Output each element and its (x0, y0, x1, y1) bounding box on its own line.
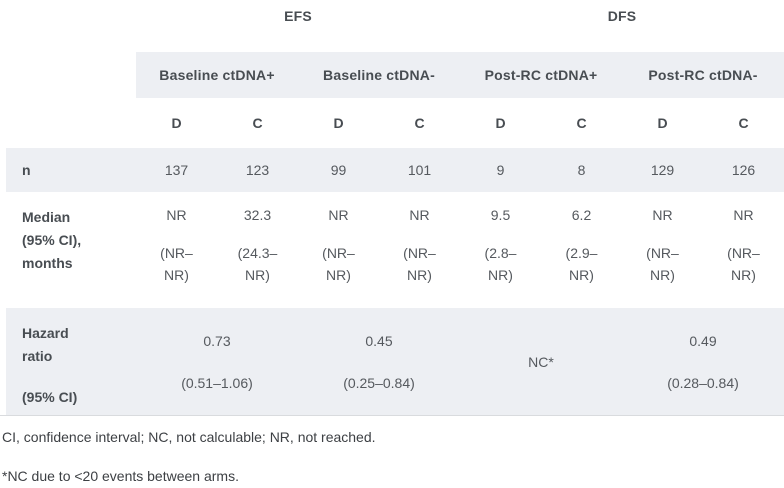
row-label-hazard-line: Hazard (22, 325, 69, 341)
median-ci: NR) (245, 267, 270, 283)
spacer-cell (6, 98, 136, 148)
row-label-median-line: Median (22, 209, 71, 225)
spacer-cell (6, 52, 136, 98)
subcolumn-d: D (495, 115, 506, 131)
median-value-cell: 6.2 (2.9– NR) (541, 192, 622, 308)
hazard-ratio-value: 0.45 (365, 332, 393, 349)
n-value-cell: 126 (703, 148, 784, 192)
median-ci: NR) (407, 267, 432, 283)
subcolumn-c: C (252, 115, 263, 131)
row-label-n: n (6, 148, 136, 192)
median-ci: NR) (650, 267, 675, 283)
ctdna-results-table: EFS DFS Baseline ctDNA+ Baseline ctDNA- … (6, 0, 784, 415)
row-label-hazard-ci: (95% CI) (22, 389, 78, 405)
subcolumn-d: D (171, 115, 182, 131)
median-value: NR (328, 207, 349, 223)
median-ci: NR) (569, 267, 594, 283)
n-value-cell: 129 (622, 148, 703, 192)
n-value-cell: 101 (379, 148, 460, 192)
hazard-ratio-value: NC* (528, 353, 554, 370)
median-value-cell: 32.3 (24.3– NR) (217, 192, 298, 308)
n-value-cell: 8 (541, 148, 622, 192)
column-group-baseline-ctdna-positive: Baseline ctDNA+ (136, 52, 298, 98)
median-ci: NR) (164, 267, 189, 283)
median-value: 6.2 (571, 207, 592, 223)
median-value-cell: NR (NR– NR) (622, 192, 703, 308)
column-group-post-rc-ctdna-negative: Post-RC ctDNA- (622, 52, 784, 98)
median-value: 9.5 (490, 207, 511, 223)
hazard-ratio-cell: NC* (460, 308, 622, 415)
median-value: NR (166, 207, 187, 223)
subcolumn-d: D (333, 115, 344, 131)
subcolumn-d: D (657, 115, 668, 131)
subcolumn-c: C (576, 115, 587, 131)
median-value-cell: NR (NR– NR) (298, 192, 379, 308)
subcolumn-c: C (414, 115, 425, 131)
median-ci: (NR– (160, 245, 193, 261)
hazard-ratio-cell: 0.73 (0.51–1.06) (136, 308, 298, 415)
row-label-median: Median (95% CI), months (6, 192, 136, 308)
hazard-ratio-ci: (0.51–1.06) (181, 374, 253, 391)
hazard-ratio-cell: 0.49 (0.28–0.84) (622, 308, 784, 415)
median-ci: (NR– (322, 245, 355, 261)
spacer-cell (6, 0, 136, 52)
hazard-ratio-value: 0.49 (689, 332, 717, 349)
median-ci: (2.8– (484, 245, 517, 261)
median-value-cell: NR (NR– NR) (136, 192, 217, 308)
median-ci: (NR– (403, 245, 436, 261)
row-label-median-line: months (22, 255, 73, 271)
n-value-cell: 9 (460, 148, 541, 192)
row-label-median-line: (95% CI), (22, 232, 82, 248)
median-value: 32.3 (243, 207, 272, 223)
hazard-ratio-cell: 0.45 (0.25–0.84) (298, 308, 460, 415)
median-ci: (2.9– (565, 245, 598, 261)
median-value: NR (652, 207, 673, 223)
column-group-dfs: DFS (607, 8, 637, 24)
median-value: NR (733, 207, 754, 223)
median-value: NR (409, 207, 430, 223)
median-ci: (24.3– (237, 245, 278, 261)
column-group-baseline-ctdna-negative: Baseline ctDNA- (298, 52, 460, 98)
n-value-cell: 137 (136, 148, 217, 192)
column-group-post-rc-ctdna-positive: Post-RC ctDNA+ (460, 52, 622, 98)
median-value-cell: 9.5 (2.8– NR) (460, 192, 541, 308)
column-group-efs: EFS (284, 8, 312, 24)
hazard-ratio-value: 0.73 (203, 332, 231, 349)
hazard-ratio-ci: (0.28–0.84) (667, 374, 739, 391)
row-label-hazard-line: ratio (22, 348, 53, 364)
footnote-abbreviations: CI, confidence interval; NC, not calcula… (2, 429, 376, 445)
footnotes-section: CI, confidence interval; NC, not calcula… (0, 415, 784, 484)
median-value-cell: NR (NR– NR) (703, 192, 784, 308)
median-ci: NR) (731, 267, 756, 283)
n-value-cell: 99 (298, 148, 379, 192)
median-ci: (NR– (727, 245, 760, 261)
footnote-nc-explanation: *NC due to <20 events between arms. (2, 468, 239, 484)
median-ci: NR) (326, 267, 351, 283)
row-label-hazard-ratio: Hazard ratio (95% CI) (6, 308, 136, 415)
median-value-cell: NR (NR– NR) (379, 192, 460, 308)
median-ci: (NR– (646, 245, 679, 261)
subcolumn-c: C (738, 115, 749, 131)
median-ci: NR) (488, 267, 513, 283)
hazard-ratio-ci: (0.25–0.84) (343, 374, 415, 391)
n-value-cell: 123 (217, 148, 298, 192)
